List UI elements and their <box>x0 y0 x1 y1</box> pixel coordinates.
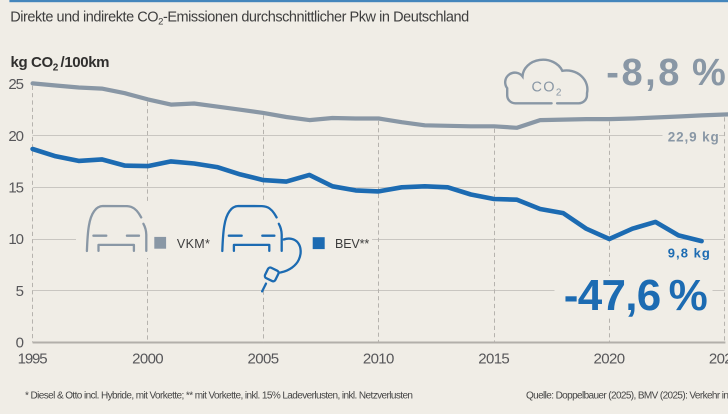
svg-text:VKM*: VKM* <box>177 237 210 251</box>
svg-text:9,8 kg: 9,8 kg <box>668 246 710 261</box>
svg-text:CO2: CO2 <box>532 80 563 99</box>
svg-text:2020: 2020 <box>594 350 626 367</box>
svg-text:1995: 1995 <box>18 350 48 367</box>
svg-text:kg CO2 /100km: kg CO2 /100km <box>11 54 110 73</box>
svg-text:2010: 2010 <box>363 350 395 367</box>
svg-text:22,9 kg: 22,9 kg <box>668 129 719 144</box>
svg-text:15: 15 <box>8 180 24 197</box>
svg-text:2015: 2015 <box>478 350 510 367</box>
svg-text:2000: 2000 <box>132 350 164 367</box>
svg-text:-47,6 %: -47,6 % <box>564 271 708 320</box>
svg-text:2025: 2025 <box>709 350 728 367</box>
svg-text:BEV**: BEV** <box>335 237 369 251</box>
svg-text:5: 5 <box>16 283 24 300</box>
svg-text:* Diesel & Otto incl. Hybride,: * Diesel & Otto incl. Hybride, mit Vorke… <box>25 390 413 401</box>
svg-text:Direkte und indirekte CO2-Emis: Direkte und indirekte CO2-Emissionen dur… <box>10 10 469 28</box>
svg-text:25: 25 <box>8 76 24 93</box>
svg-text:10: 10 <box>8 231 24 248</box>
svg-text:-8,8 %: -8,8 % <box>606 52 726 94</box>
svg-text:2005: 2005 <box>248 350 280 367</box>
svg-text:0: 0 <box>16 335 24 352</box>
svg-text:20: 20 <box>8 128 24 145</box>
svg-text:Quelle: Doppelbauer (2025), BM: Quelle: Doppelbauer (2025), BMV (2025): … <box>526 390 728 401</box>
